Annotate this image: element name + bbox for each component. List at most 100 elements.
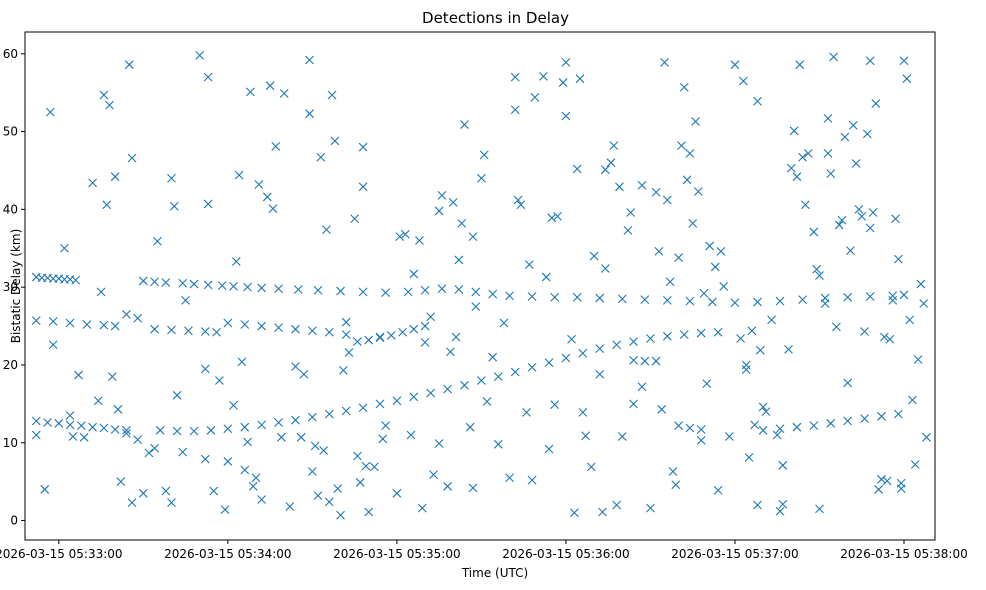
data-point	[223, 457, 233, 466]
data-point	[572, 292, 582, 302]
data-point	[110, 425, 120, 434]
data-point	[674, 421, 684, 431]
data-point	[612, 500, 622, 510]
data-point	[105, 100, 114, 110]
data-point	[679, 82, 689, 92]
data-point	[369, 462, 379, 472]
data-point	[488, 352, 498, 362]
data-point	[392, 396, 402, 406]
data-point	[327, 90, 337, 100]
data-point	[713, 327, 723, 337]
data-point	[276, 432, 286, 442]
data-point	[361, 461, 371, 471]
data-point	[767, 315, 776, 325]
data-point	[254, 180, 264, 189]
data-point	[789, 126, 799, 136]
data-point	[355, 478, 365, 487]
data-point	[741, 360, 751, 370]
data-point	[234, 170, 244, 180]
data-point	[896, 478, 906, 488]
data-point	[313, 285, 323, 295]
y-tick-label: 30	[3, 280, 18, 294]
data-point	[615, 182, 624, 192]
data-point	[775, 296, 785, 306]
data-point	[696, 425, 706, 434]
data-point	[417, 503, 427, 513]
data-point	[899, 56, 909, 66]
data-point	[719, 282, 729, 291]
data-point	[862, 129, 872, 139]
data-point	[522, 408, 531, 417]
data-point	[319, 446, 329, 455]
data-point	[60, 243, 69, 253]
data-point	[710, 262, 720, 272]
data-point	[578, 348, 588, 358]
data-point	[420, 285, 430, 295]
x-tick-label: 2026-03-15 05:36:00	[502, 547, 629, 561]
data-point	[353, 337, 362, 347]
data-point	[341, 317, 351, 327]
data-point	[617, 432, 627, 441]
data-point	[79, 432, 89, 442]
data-point	[730, 60, 740, 70]
data-point	[392, 488, 402, 498]
data-point	[324, 497, 334, 507]
data-point	[48, 317, 58, 326]
data-point	[133, 313, 143, 323]
data-point	[527, 362, 537, 372]
data-point	[792, 422, 802, 432]
data-point	[843, 292, 853, 302]
data-point	[739, 76, 748, 86]
data-point	[575, 74, 585, 84]
data-point	[640, 356, 650, 366]
data-point	[336, 286, 345, 296]
y-tick-label: 60	[3, 47, 18, 61]
data-point	[708, 297, 717, 307]
data-point	[217, 281, 227, 290]
data-point	[350, 214, 360, 224]
data-point	[122, 429, 131, 438]
data-point	[753, 297, 762, 307]
data-point	[353, 451, 362, 461]
data-point	[409, 324, 419, 334]
chart-title: Detections in Delay	[422, 9, 569, 27]
data-point	[451, 332, 461, 342]
data-point	[375, 399, 385, 409]
data-point	[488, 289, 498, 299]
data-point	[674, 253, 684, 262]
data-point	[471, 287, 481, 297]
data-point	[169, 201, 179, 211]
data-point	[429, 470, 438, 480]
data-point	[274, 418, 283, 427]
data-point	[527, 292, 537, 301]
data-point	[364, 507, 374, 517]
data-point	[595, 369, 605, 379]
data-point	[358, 182, 368, 192]
data-point	[251, 473, 261, 483]
x-axis-label: Time (UTC)	[461, 566, 528, 580]
data-point	[181, 296, 190, 305]
data-point	[454, 255, 464, 265]
data-point	[530, 92, 540, 102]
data-point	[471, 302, 481, 312]
data-point	[837, 215, 847, 225]
data-point	[685, 423, 695, 433]
data-point	[758, 402, 768, 412]
data-point	[510, 367, 520, 377]
data-point	[513, 195, 523, 205]
data-point	[31, 416, 41, 426]
data-point	[744, 453, 754, 462]
data-point	[446, 347, 455, 357]
data-point	[595, 344, 605, 354]
data-point	[420, 338, 430, 347]
data-point	[203, 72, 213, 82]
data-point	[809, 227, 819, 237]
data-point	[395, 232, 405, 241]
data-point	[116, 477, 126, 487]
data-point	[893, 254, 903, 264]
data-point	[677, 141, 686, 150]
data-point	[578, 408, 588, 417]
data-point	[206, 425, 216, 435]
data-point	[257, 420, 267, 430]
